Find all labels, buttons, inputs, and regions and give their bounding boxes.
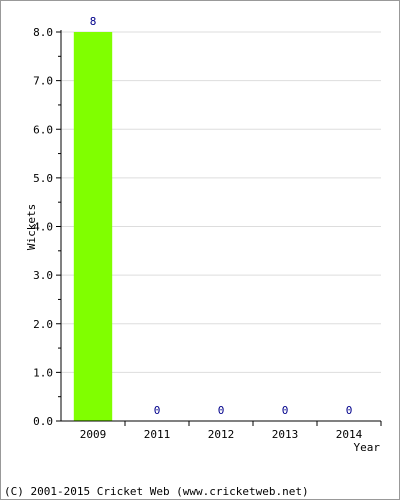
y-tick-label: 7.0 xyxy=(33,75,53,88)
axes xyxy=(56,30,382,426)
data-label: 0 xyxy=(346,404,353,417)
gridlines xyxy=(61,31,381,373)
data-label: 0 xyxy=(282,404,289,417)
x-tick-label: 2012 xyxy=(208,428,235,441)
x-axis-label: Year xyxy=(354,441,381,454)
data-label: 8 xyxy=(90,15,97,28)
bar-2009 xyxy=(73,32,113,421)
y-tick-label: 1.0 xyxy=(33,366,53,379)
y-tick-label: 3.0 xyxy=(33,269,53,282)
y-tick-label: 8.0 xyxy=(33,26,53,39)
data-label: 0 xyxy=(154,404,161,417)
x-tick-labels: 2009 2011 2012 2013 2014 xyxy=(80,428,363,441)
bar-chart: 0.0 1.0 2.0 3.0 4.0 5.0 6.0 7.0 8.0 2009 2011 2012… xyxy=(25,15,382,454)
copyright-footer: (C) 2001-2015 Cricket Web (www.cricketwe… xyxy=(4,485,309,498)
y-tick-label: 6.0 xyxy=(33,123,53,136)
bars xyxy=(73,32,113,421)
y-tick-label: 0.0 xyxy=(33,415,53,428)
data-label: 0 xyxy=(218,404,225,417)
x-tick-label: 2009 xyxy=(80,428,107,441)
x-tick-label: 2013 xyxy=(272,428,299,441)
y-axis-label: Wickets xyxy=(25,204,38,250)
x-tick-label: 2014 xyxy=(336,428,363,441)
y-tick-label: 4.0 xyxy=(33,221,53,234)
y-tick-labels: 0.0 1.0 2.0 3.0 4.0 5.0 6.0 7.0 8.0 xyxy=(33,26,53,428)
x-tick-label: 2011 xyxy=(144,428,171,441)
data-labels: 8 0 0 0 0 xyxy=(90,15,353,417)
y-tick-label: 2.0 xyxy=(33,318,53,331)
y-tick-label: 5.0 xyxy=(33,172,53,185)
